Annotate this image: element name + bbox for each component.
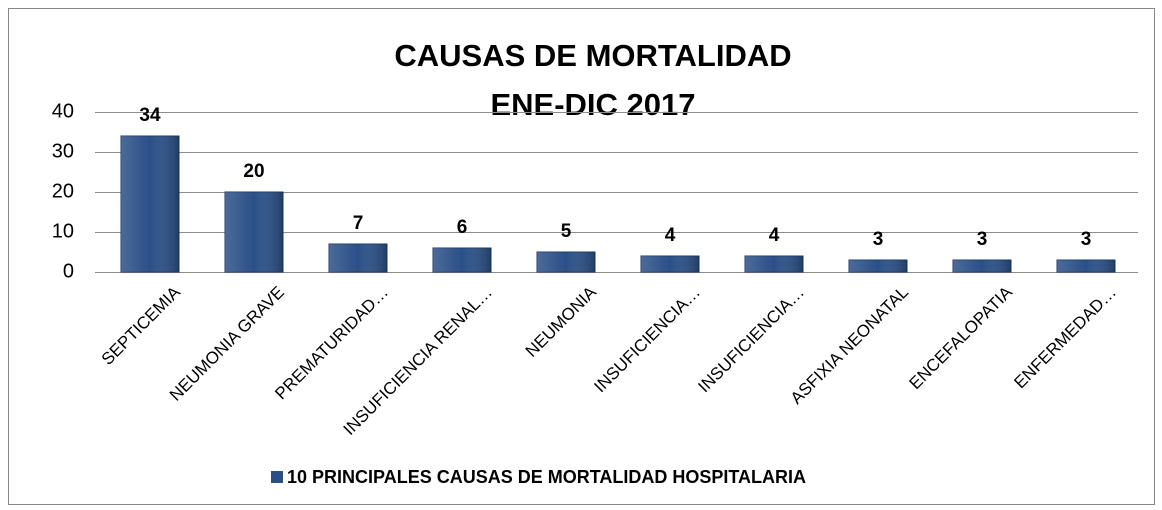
value-label: 3 [1081,229,1092,250]
bar-shade [329,244,387,272]
bar-group [640,255,700,273]
bar-group [120,135,180,273]
y-tick-label: 40 [52,100,74,122]
bar-group [224,191,284,273]
bar-group [432,247,492,273]
bar-group [1056,259,1116,273]
bar-shade [641,256,699,272]
bar-shade [745,256,803,272]
legend-label: 10 PRINCIPALES CAUSAS DE MORTALIDAD HOSP… [287,467,806,487]
bar-group [536,251,596,273]
legend-swatch [271,471,283,483]
value-label: 7 [353,213,364,234]
value-label: 20 [243,161,264,182]
chart-subtitle: ENE-DIC 2017 [490,87,695,122]
y-tick-label: 10 [52,220,74,242]
bar-shade [537,252,595,272]
bar-shade [1057,260,1115,272]
value-label: 5 [561,221,572,242]
value-label: 3 [977,229,988,250]
bar-group [848,259,908,273]
value-label: 4 [665,225,676,246]
bar-shade [121,136,179,272]
value-label: 6 [457,217,468,238]
bar-group [328,243,388,273]
bar-group [744,255,804,273]
bar-shade [849,260,907,272]
chart-title: CAUSAS DE MORTALIDAD [394,38,791,73]
bar-group [952,259,1012,273]
value-label: 34 [139,105,161,126]
y-tick-label: 0 [63,260,74,282]
value-label: 3 [873,229,884,250]
bar-shade [225,192,283,272]
y-tick-label: 20 [52,180,74,202]
bar-shade [953,260,1011,272]
value-label: 4 [769,225,780,246]
bar-shade [433,248,491,272]
y-tick-label: 30 [52,140,74,162]
